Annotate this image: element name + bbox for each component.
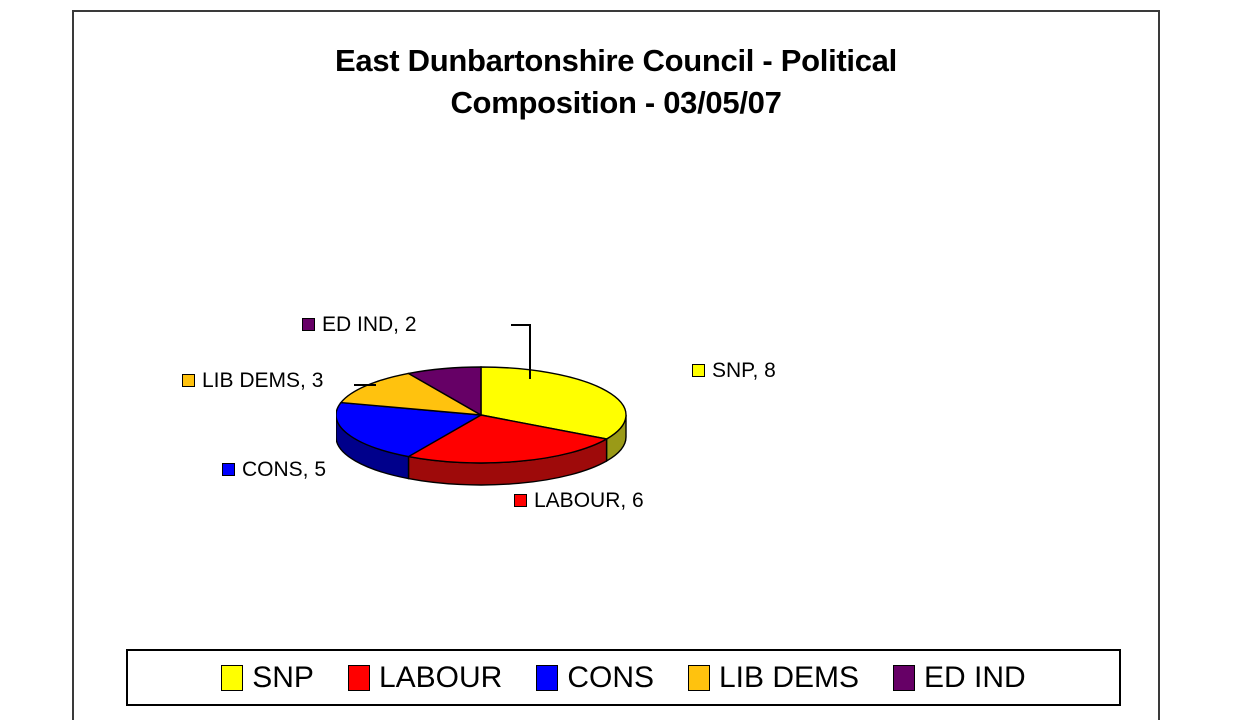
data-label-swatch-ed-ind [302,318,315,331]
data-label-snp: SNP, 8 [692,360,776,381]
legend-swatch-lib-dems [688,664,710,691]
pie-slice-ed-ind[interactable] [406,366,482,417]
chart-frame: East Dunbartonshire Council - Political … [72,10,1160,720]
chart-title-line-1: East Dunbartonshire Council - Political [335,43,897,78]
data-label-swatch-snp [692,364,705,377]
leader-line-lib-dems [354,384,376,386]
legend-swatch-ed-ind [893,664,916,691]
data-label-swatch-cons [222,463,235,476]
chart-title: East Dunbartonshire Council - Political … [74,40,1158,124]
chart-legend: SNP LABOUR CONS LIB DEMS ED IND [126,649,1121,706]
legend-label-snp: SNP [252,660,314,694]
legend-item-lib-dems[interactable]: LIB DEMS [688,661,859,695]
legend-item-snp[interactable]: SNP [221,661,314,695]
legend-label-cons: CONS [567,660,654,694]
data-label-text-lib-dems: LIB DEMS, 3 [202,369,324,392]
data-label-cons: CONS, 5 [222,459,326,480]
legend-label-labour: LABOUR [378,660,503,694]
data-label-ed-ind: ED IND, 2 [302,314,417,335]
plot-area: SNP, 8 ED IND, 2 LIB DEMS, 3 CONS, 5 LAB… [74,12,1162,652]
legend-item-cons[interactable]: CONS [536,661,654,695]
legend-label-lib-dems: LIB DEMS [719,660,860,694]
legend-swatch-cons [536,664,559,691]
legend-label-ed-ind: ED IND [924,660,1026,694]
legend-item-ed-ind[interactable]: ED IND [893,661,1026,695]
data-label-text-snp: SNP, 8 [712,359,776,382]
data-label-text-cons: CONS, 5 [242,458,327,481]
legend-swatch-snp [221,664,244,691]
chart-title-line-2: Composition - 03/05/07 [450,84,782,120]
data-label-text-labour: LABOUR, 6 [534,489,644,512]
data-label-swatch-labour [514,494,527,507]
data-label-labour: LABOUR, 6 [514,490,644,511]
pie-slice-cons[interactable] [336,401,484,458]
data-label-lib-dems: LIB DEMS, 3 [182,370,323,391]
pie-slice-snp[interactable] [480,366,627,440]
pie-slice-labour[interactable] [406,414,609,464]
pie-svg [336,366,627,486]
pie-chart [336,357,656,497]
leader-line-ed-ind-horizontal [511,324,531,326]
legend-swatch-labour [347,664,370,691]
data-label-text-ed-ind: ED IND, 2 [322,313,417,336]
data-label-swatch-lib-dems [182,374,195,387]
legend-item-labour[interactable]: LABOUR [347,660,503,695]
leader-line-ed-ind-vertical [529,324,531,379]
